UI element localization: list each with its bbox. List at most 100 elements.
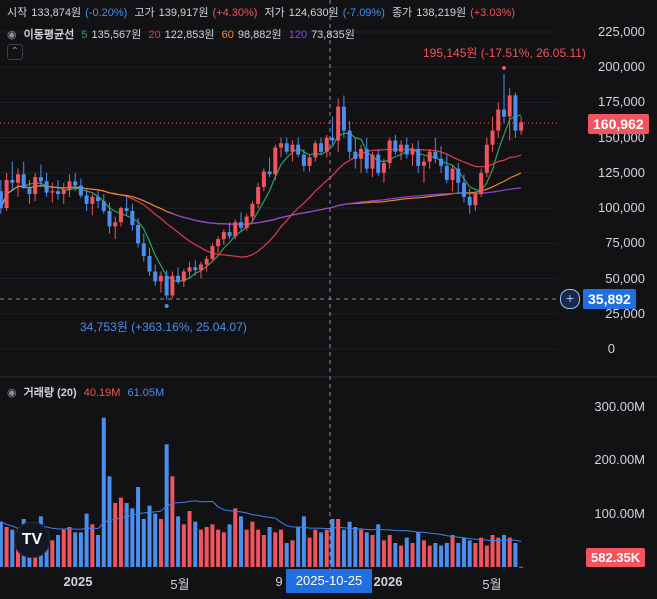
volume-bar <box>90 524 95 567</box>
volume-bar <box>416 532 421 567</box>
volume-bar <box>490 535 495 567</box>
volume-bar <box>244 529 249 567</box>
candle-body <box>376 154 381 173</box>
hide-eye-icon[interactable]: ◉ <box>7 29 17 41</box>
candle-body <box>364 148 369 169</box>
volume-ma-line <box>0 500 522 542</box>
candle-body <box>118 208 123 223</box>
candle-body <box>107 210 112 227</box>
volume-bar <box>359 529 364 567</box>
candle-body <box>0 191 3 209</box>
volume-bar <box>456 543 461 567</box>
volume-bar <box>479 537 484 567</box>
tradingview-logo[interactable]: TV <box>14 522 50 558</box>
candle-body <box>370 154 375 169</box>
candle-body <box>279 143 284 148</box>
moving-average-lines <box>0 114 522 283</box>
candle-body <box>496 109 501 131</box>
candle-body <box>198 264 203 271</box>
volume-bar <box>233 508 238 567</box>
volume-value-1: 40.19M <box>83 387 121 399</box>
candle-body <box>221 232 226 240</box>
candle-body <box>484 144 489 173</box>
candle-body <box>238 222 243 228</box>
volume-bar <box>336 519 341 567</box>
high-change: (+4.30%) <box>212 7 258 19</box>
volume-label[interactable]: 거래량 (20) <box>23 387 77 399</box>
volume-bar <box>4 527 9 567</box>
low-label: 저가 <box>264 7 285 19</box>
ma20-period: 20 <box>148 29 161 41</box>
candle-body <box>16 174 21 183</box>
volume-bar <box>0 521 3 567</box>
volume-bar <box>113 503 118 567</box>
volume-ma-path <box>0 500 522 542</box>
candle-body <box>250 203 255 217</box>
open-change: (-0.20%) <box>85 7 128 19</box>
candle-body <box>359 148 364 159</box>
low-annotation: 34,753원 (+363.16%, 25.04.07) <box>80 320 247 334</box>
candle-body <box>336 106 341 141</box>
time-tick-label: 2026 <box>373 574 403 589</box>
time-tick-label: 2025 <box>63 574 93 589</box>
candle-body <box>56 191 61 195</box>
volume-bar <box>381 540 386 567</box>
volume-bar <box>387 535 392 567</box>
candle-body <box>450 168 455 180</box>
candle-body <box>244 216 249 228</box>
price-tick-label: 225,000 <box>598 24 645 39</box>
volume-bar <box>364 532 369 567</box>
candle-body <box>141 243 146 257</box>
candle-body <box>261 171 266 187</box>
candlestick-series <box>0 66 524 309</box>
candle-body <box>313 143 318 158</box>
collapse-button[interactable]: ⌃ <box>7 44 23 60</box>
volume-bar <box>279 529 284 567</box>
volume-bar <box>307 537 312 567</box>
candle-body <box>158 275 163 282</box>
volume-bar <box>44 537 49 567</box>
volume-bar <box>124 503 129 567</box>
volume-bar <box>519 566 524 568</box>
volume-bar <box>204 527 209 567</box>
close-value: 138,219원 <box>416 7 467 19</box>
candle-body <box>347 130 352 152</box>
volume-bar <box>341 529 346 567</box>
candle-body <box>216 239 221 247</box>
candle-body <box>473 194 478 206</box>
candle-body <box>170 275 175 296</box>
candle-body <box>21 174 26 189</box>
candle-body <box>467 196 472 206</box>
candle-body <box>301 154 306 166</box>
volume-bar <box>513 543 518 567</box>
candle-body <box>187 267 192 272</box>
volume-bar <box>170 476 175 567</box>
candle-body <box>204 258 209 265</box>
candle-body <box>78 185 83 196</box>
volume-hide-icon[interactable]: ◉ <box>7 387 17 399</box>
candle-body <box>96 196 101 202</box>
candle-body <box>73 181 78 186</box>
ohlc-header: 시작 133,874원 (-0.20%) 고가 139,917원 (+4.30%) 저가… <box>7 4 519 20</box>
candle-body <box>113 222 118 227</box>
ma-label[interactable]: 이동평균선 <box>23 29 75 41</box>
price-tick-label: 175,000 <box>598 94 645 110</box>
volume-bar <box>56 535 61 567</box>
candle-body <box>273 147 278 175</box>
volume-bar <box>221 532 226 567</box>
volume-bar <box>261 535 266 567</box>
high-annotation: 195,145원 (-17.51%, 26.05.11) <box>423 46 586 60</box>
add-alert-button[interactable]: + <box>560 289 580 309</box>
volume-bar <box>404 537 409 567</box>
last-price-badge: 160,962 <box>588 114 649 134</box>
volume-bar <box>461 537 466 567</box>
candle-body <box>50 191 55 193</box>
candle-body <box>27 188 32 195</box>
price-tick-label: 0 <box>607 341 615 356</box>
volume-bar <box>347 521 352 567</box>
volume-bar <box>330 519 335 567</box>
candle-body <box>210 246 215 259</box>
volume-bar <box>61 529 66 567</box>
candle-body <box>330 137 335 141</box>
